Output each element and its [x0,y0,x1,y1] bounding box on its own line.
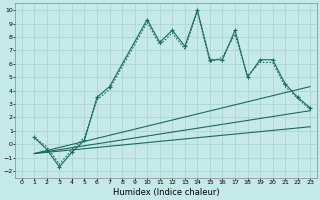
X-axis label: Humidex (Indice chaleur): Humidex (Indice chaleur) [113,188,219,197]
